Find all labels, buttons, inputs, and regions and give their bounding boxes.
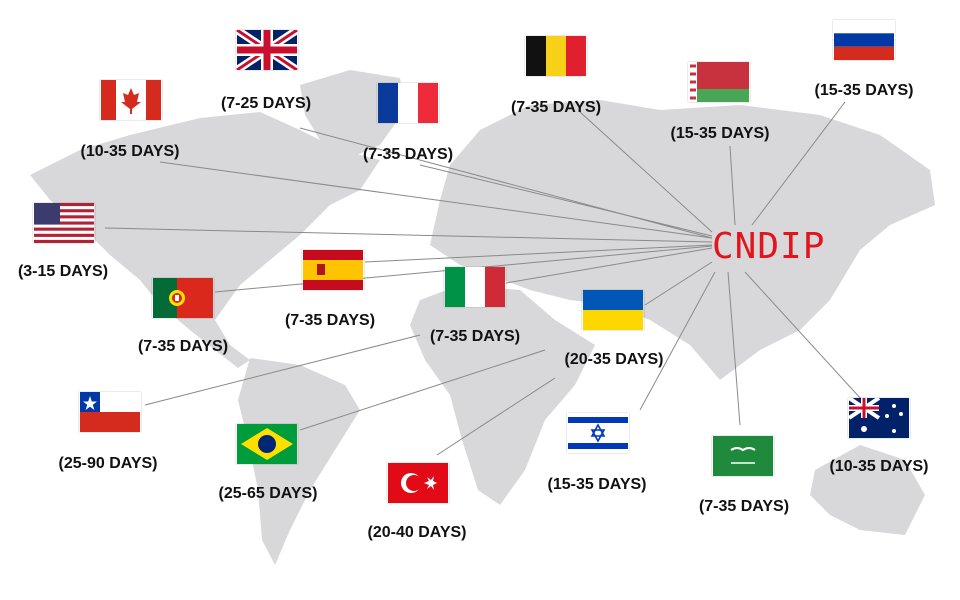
line-russia (751, 101, 846, 226)
russia-flag-icon (833, 20, 895, 60)
days-label: (7-25 DAYS) (220, 95, 312, 112)
line-chile (144, 334, 421, 406)
eurasia (430, 100, 935, 380)
days-label: (15-35 DAYS) (670, 125, 770, 142)
line-brazil (299, 349, 546, 431)
days-label: (7-35 DAYS) (429, 328, 521, 345)
australia (810, 445, 925, 535)
line-spain (364, 244, 713, 263)
line-belarus (729, 145, 736, 226)
days-label: (20-35 DAYS) (564, 351, 664, 368)
days-label: (3-15 DAYS) (17, 263, 109, 280)
days-label: (7-35 DAYS) (510, 99, 602, 116)
belgium-flag-icon (525, 36, 587, 76)
australia-flag-icon (848, 398, 910, 438)
portugal-flag-icon (152, 278, 214, 318)
days-label: (25-90 DAYS) (58, 455, 158, 472)
days-label: (10-35 DAYS) (80, 143, 180, 160)
israel-flag-icon (567, 413, 629, 453)
days-label: (15-35 DAYS) (547, 476, 647, 493)
line-saudi (727, 271, 741, 426)
days-label: (25-65 DAYS) (218, 485, 318, 502)
chile-flag-icon (79, 392, 141, 432)
belarus-flag-icon (688, 62, 750, 102)
usa-flag-icon (33, 203, 95, 243)
line-turkey (436, 377, 556, 456)
days-label: (15-35 DAYS) (814, 82, 914, 99)
days-label: (7-35 DAYS) (362, 146, 454, 163)
line-canada (159, 161, 713, 239)
brazil-flag-icon (236, 424, 298, 464)
italy-flag-icon (444, 267, 506, 307)
days-label: (7-35 DAYS) (284, 312, 376, 329)
line-usa (104, 227, 713, 243)
turkey-flag-icon (387, 463, 449, 503)
spain-flag-icon (302, 250, 364, 290)
ukraine-flag-icon (582, 290, 644, 330)
uk-flag-icon (236, 30, 298, 70)
line-australia (744, 271, 863, 401)
line-france (419, 164, 713, 237)
days-label: (10-35 DAYS) (829, 458, 929, 475)
canada-flag-icon (100, 80, 162, 120)
africa (410, 285, 595, 505)
south-america (238, 358, 360, 565)
continents (30, 70, 935, 565)
brand-logo-text: CNDIP (712, 226, 826, 267)
line-italy (505, 247, 713, 284)
line-belgium (579, 111, 713, 233)
saudi-arabia-flag-icon (712, 436, 774, 476)
north-america (30, 112, 380, 368)
days-label: (20-40 DAYS) (367, 524, 467, 541)
line-israel (639, 271, 716, 411)
days-label: (7-35 DAYS) (137, 338, 229, 355)
days-label: (7-35 DAYS) (698, 498, 790, 515)
france-flag-icon (377, 83, 439, 123)
line-ukraine (644, 261, 713, 306)
